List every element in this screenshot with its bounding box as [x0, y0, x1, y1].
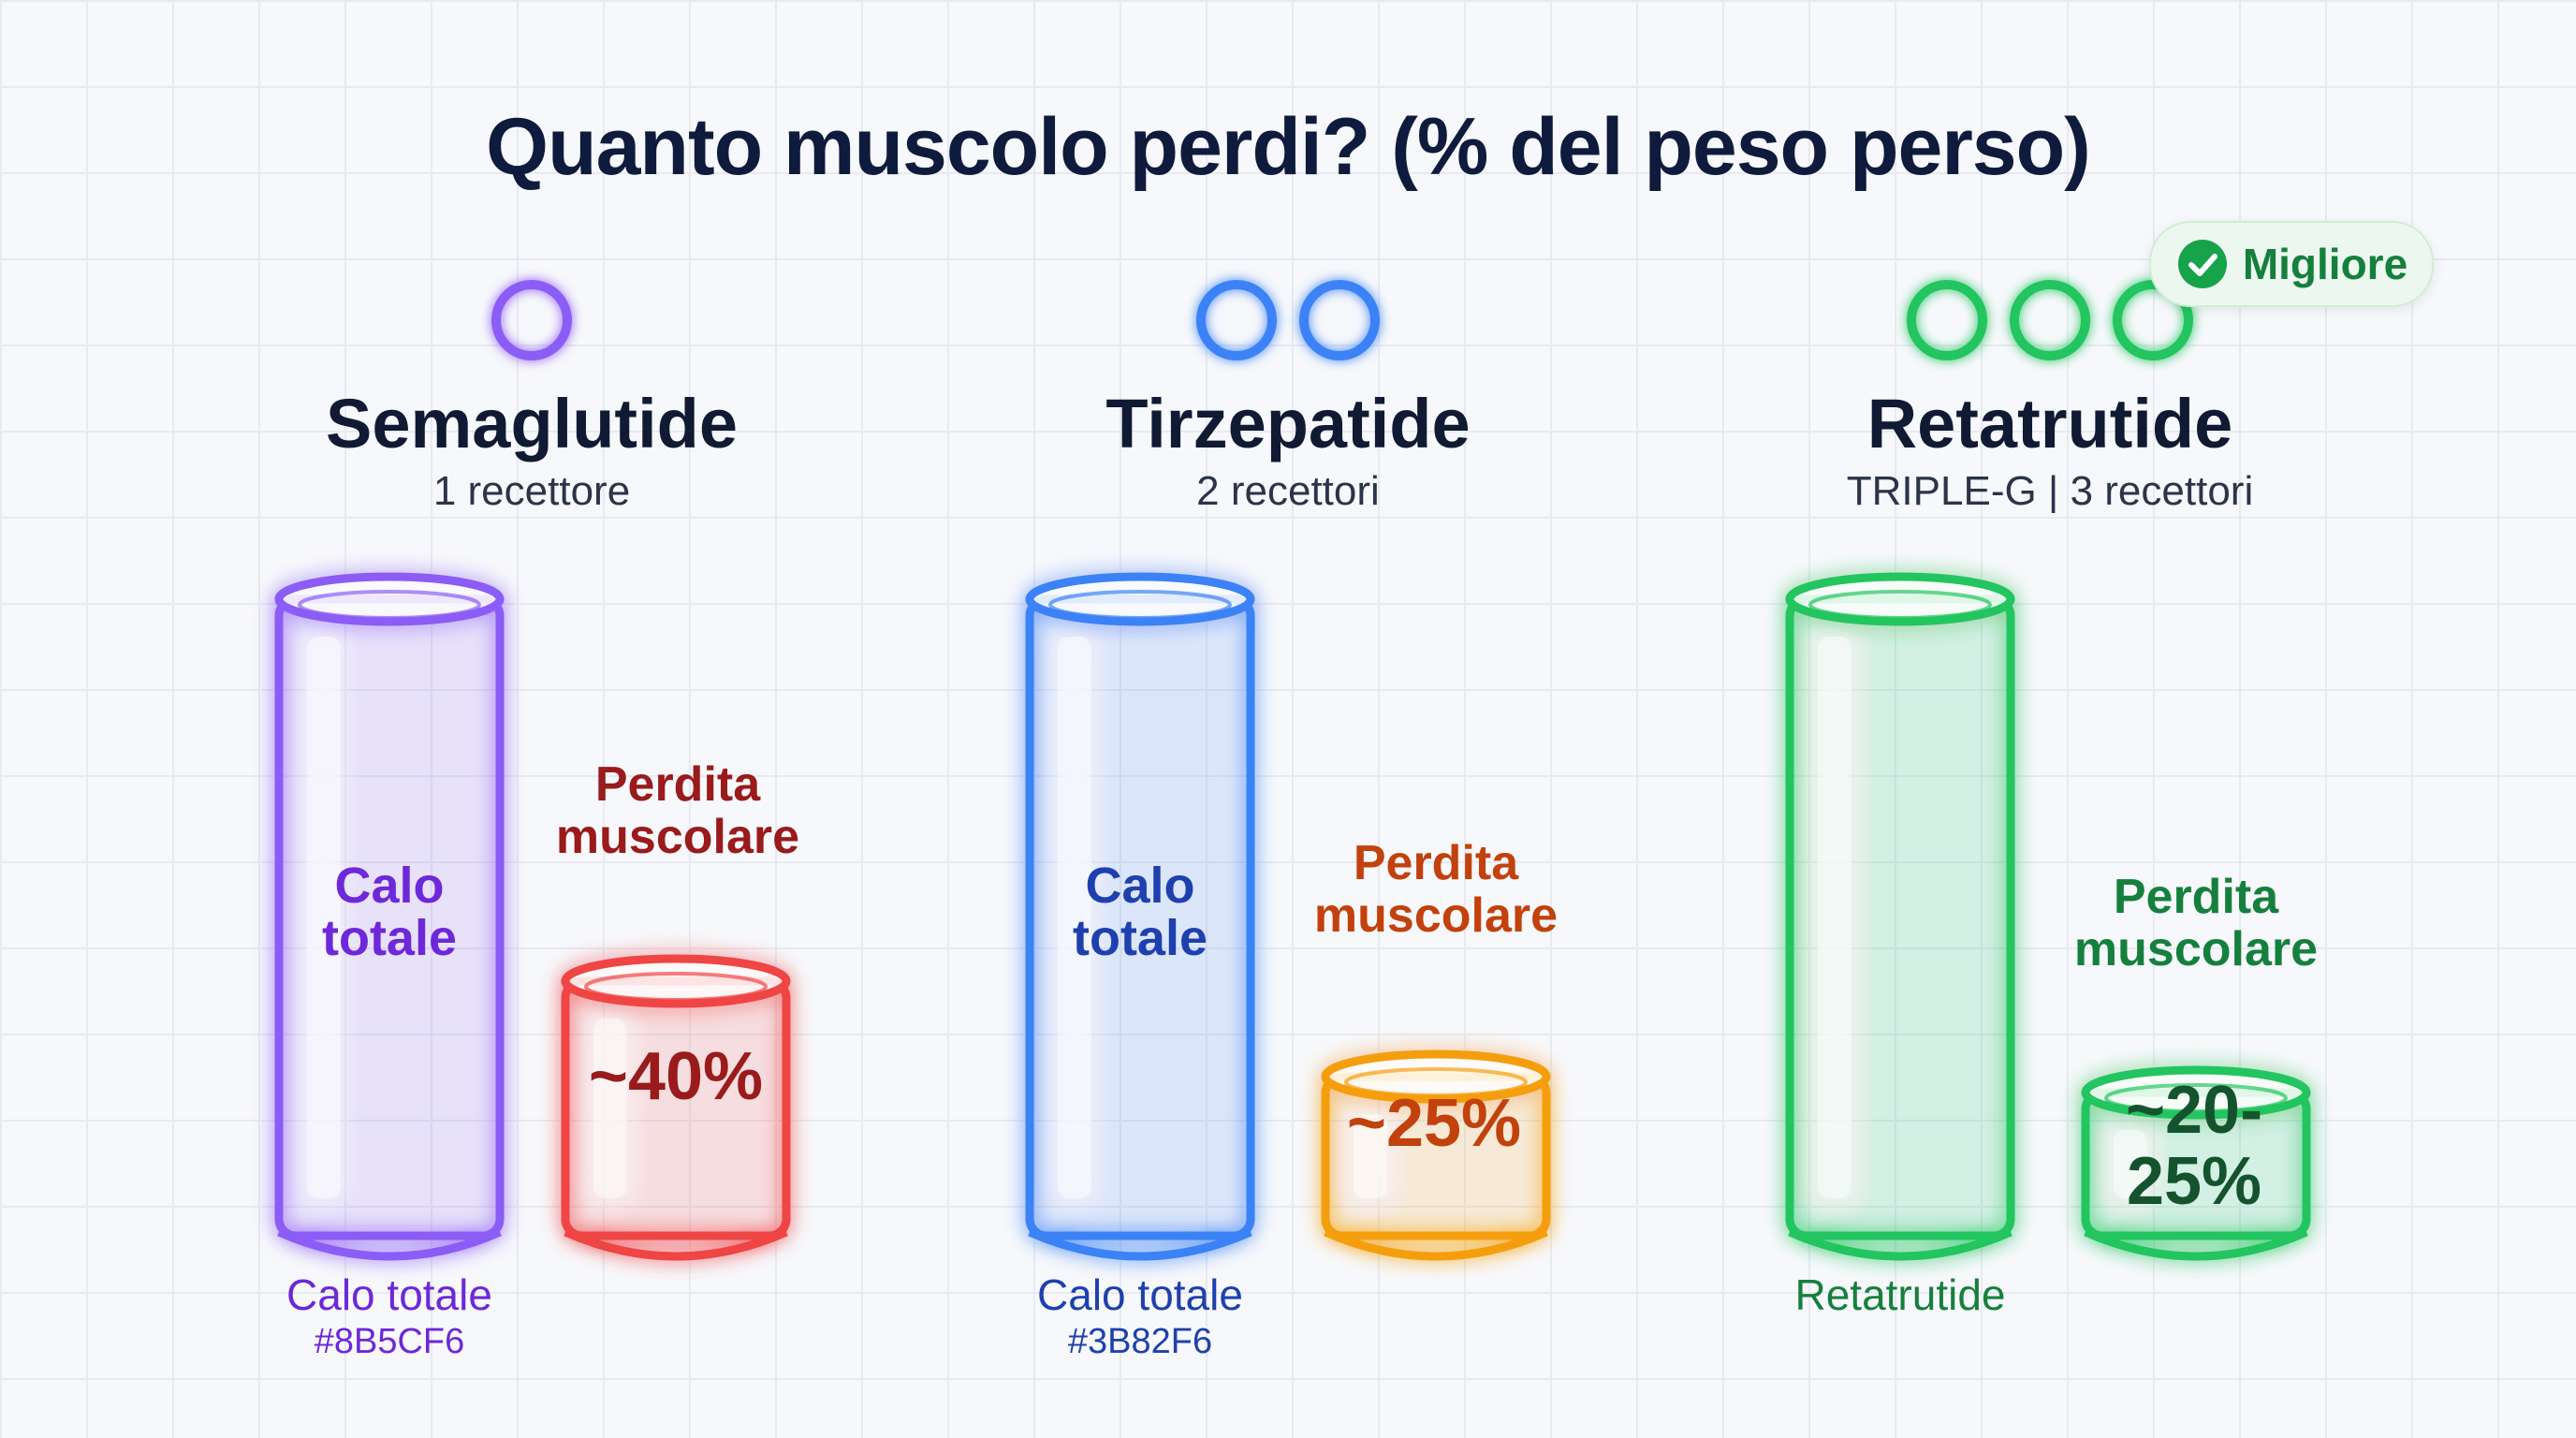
receptor-circle-retatrutide	[1907, 280, 1987, 360]
drug-subtitle-semaglutide: 1 recettore	[432, 468, 631, 514]
check-badge-icon	[2177, 240, 2227, 288]
bar-muscle-tirzepatide	[1321, 1049, 1551, 1261]
footer-hex-semaglutide: #8B5CF6	[314, 1322, 465, 1361]
total-bar-label-tirzepatide: Calo totale	[1072, 858, 1208, 966]
receptor-circle-retatrutide	[2010, 280, 2090, 360]
receptor-circle-tirzepatide	[1299, 280, 1380, 360]
bar-total-tirzepatide	[1025, 572, 1255, 1261]
value-label-tirzepatide: ~25%	[1346, 1086, 1522, 1161]
drug-name-semaglutide: Semaglutide	[326, 385, 738, 462]
total-bar-label-semaglutide: Calo totale	[321, 858, 458, 966]
value-label-semaglutide: ~40%	[588, 1039, 764, 1114]
muscle-label-retatrutide: Perdita muscolare	[2073, 870, 2319, 976]
receptor-circle-tirzepatide	[1196, 280, 1277, 360]
receptor-circle-semaglutide	[491, 280, 572, 360]
footer-label-tirzepatide: Calo totale	[1037, 1270, 1243, 1319]
drug-subtitle-tirzepatide: 2 recettori	[1196, 468, 1380, 514]
best-badge: Migliore	[2149, 221, 2434, 307]
best-badge-label: Migliore	[2242, 240, 2408, 288]
bar-total-semaglutide	[274, 572, 505, 1261]
footer-hex-tirzepatide: #3B82F6	[1067, 1322, 1213, 1361]
drug-name-retatrutide: Retatrutide	[1866, 385, 2233, 462]
bar-muscle-semaglutide	[561, 954, 791, 1261]
muscle-label-tirzepatide: Perdita muscolare	[1313, 836, 1559, 943]
muscle-label-semaglutide: Perdita muscolare	[555, 757, 800, 864]
bar-muscle-retatrutide	[2081, 1065, 2311, 1261]
drug-subtitle-retatrutide: TRIPLE-G | 3 recettori	[1846, 468, 2254, 514]
footer-label-retatrutide: Retatrutide	[1794, 1270, 2006, 1319]
drug-name-tirzepatide: Tirzepatide	[1105, 385, 1471, 462]
chart-title: Quanto muscolo perdi? (% del peso perso)	[486, 102, 2091, 192]
value-label-retatrutide: ~20- 25%	[2125, 1073, 2263, 1219]
footer-label-semaglutide: Calo totale	[286, 1270, 492, 1319]
bar-total-retatrutide	[1785, 572, 2015, 1261]
